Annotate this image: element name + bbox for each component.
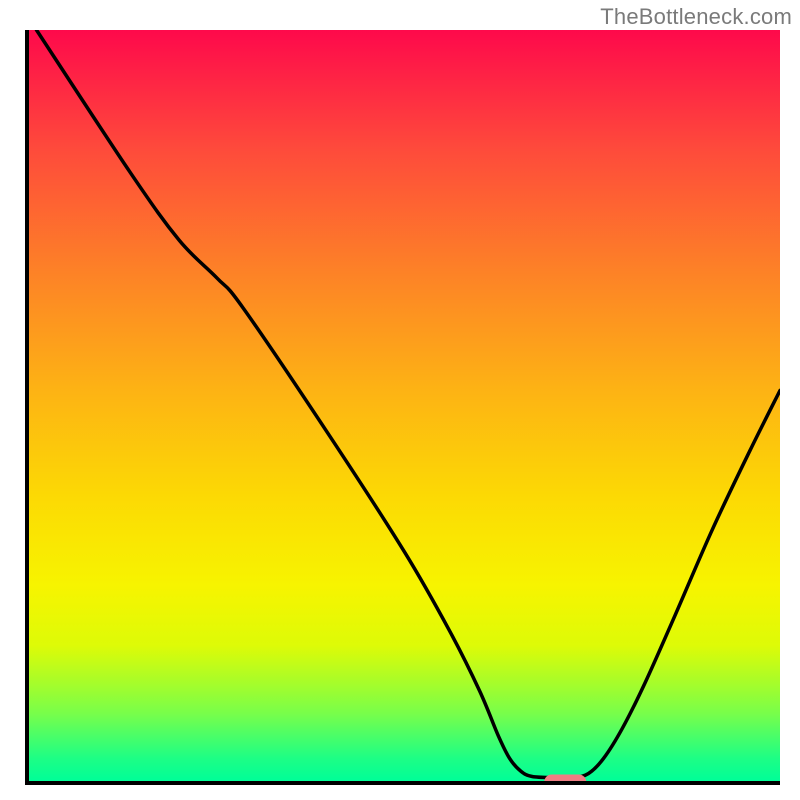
bottleneck-curve <box>29 30 780 781</box>
chart-container: TheBottleneck.com <box>0 0 800 800</box>
watermark-text: TheBottleneck.com <box>600 4 792 30</box>
optimum-marker <box>544 774 586 785</box>
plot-area <box>25 30 780 785</box>
